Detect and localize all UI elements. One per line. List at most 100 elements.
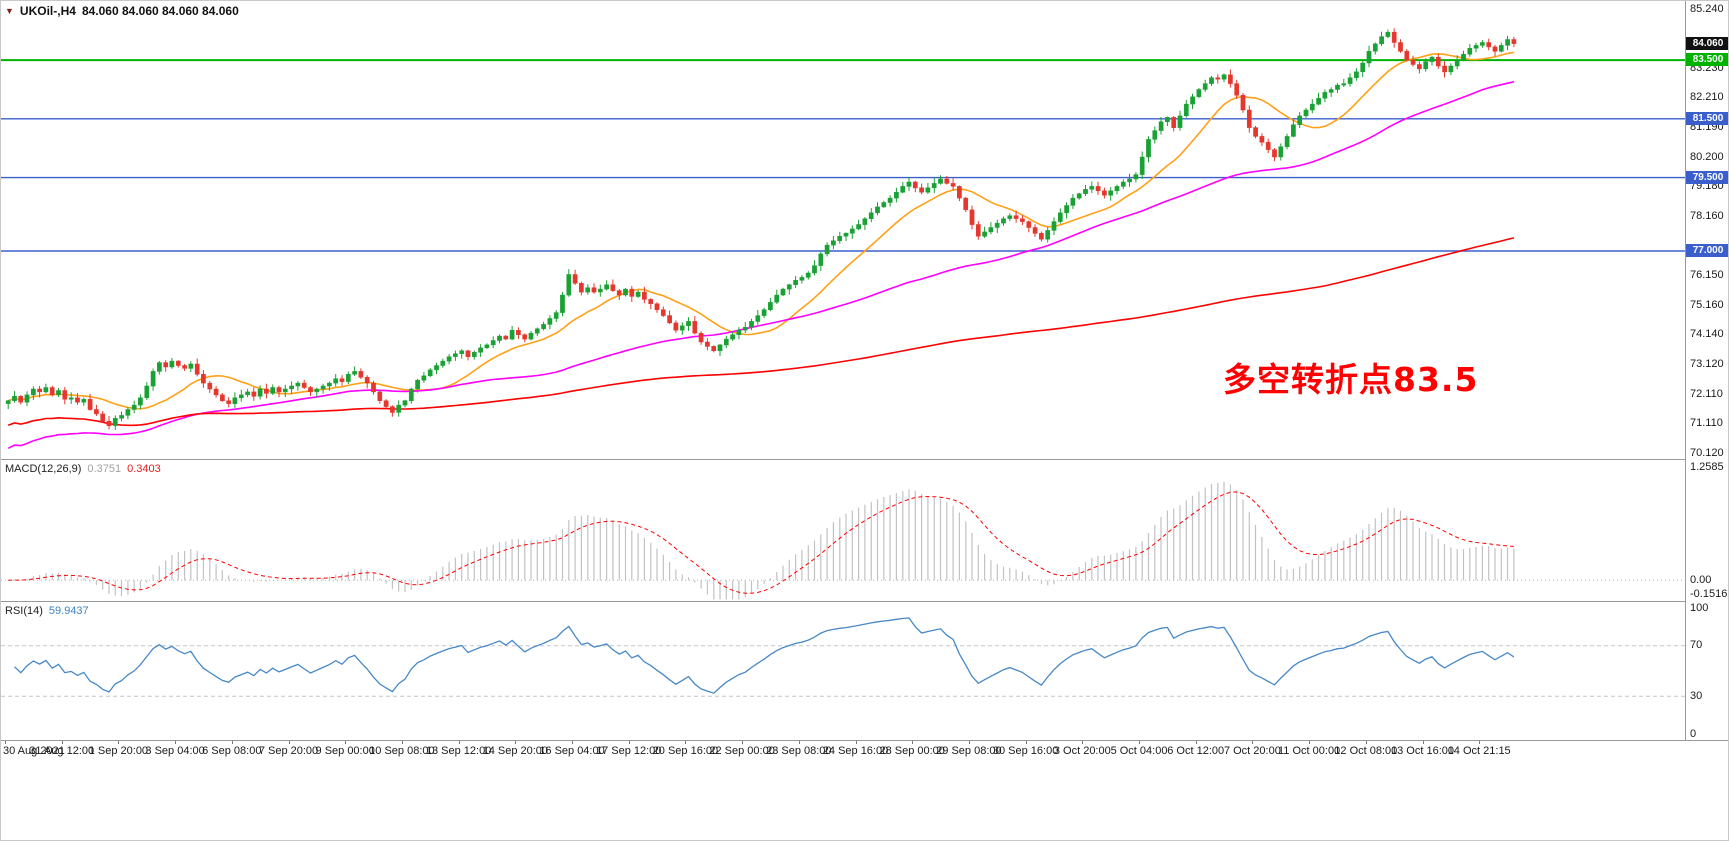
time-label: 10 Sep 08:00	[369, 745, 435, 757]
time-label: 12 Oct 08:00	[1334, 745, 1398, 757]
ma-55-line	[7, 81, 1515, 450]
macd-signal-value: 0.3403	[127, 463, 161, 475]
time-tick	[1422, 741, 1424, 744]
price-axis-tick: 78.160	[1690, 210, 1724, 223]
price-axis-tick: 75.160	[1690, 298, 1724, 311]
price-axis-tick: 74.140	[1690, 328, 1724, 341]
time-label: 17 Sep 12:00	[595, 745, 662, 757]
macd-histogram	[13, 481, 1515, 600]
time-tick	[742, 741, 744, 744]
time-label: 7 Sep 20:00	[258, 745, 319, 757]
time-label: 14 Sep 20:00	[482, 745, 549, 757]
time-label: 31 Aug 12:00	[29, 745, 95, 757]
time-label: 22 Sep 00:00	[709, 745, 775, 757]
time-tick	[628, 741, 630, 744]
time-tick	[572, 741, 573, 744]
price-axis-tick: 72.110	[1690, 388, 1723, 401]
time-tick	[175, 741, 177, 744]
price-axis-tick: 80.200	[1690, 150, 1724, 163]
time-tick	[1252, 741, 1254, 744]
price-axis-tick: 76.150	[1690, 269, 1724, 282]
chart-annotation-text[interactable]: 多空转折点83.5	[1223, 360, 1479, 399]
rsi-axis-tick: 30	[1690, 689, 1703, 702]
rsi-name: RSI(14)	[5, 605, 43, 617]
time-tick	[515, 741, 517, 744]
time-label: 5 Oct 04:00	[1110, 745, 1168, 757]
level-price-badge: 79.500	[1686, 170, 1728, 184]
chart-ohlc-values: 84.060 84.060 84.060 84.060	[81, 4, 239, 18]
time-tick	[61, 741, 63, 744]
price-chart-canvas[interactable]	[1, 1, 1685, 459]
price-axis[interactable]: 85.240 83.230 82.210 81.190 80.200 79.180 78.1…	[1685, 1, 1728, 740]
time-tick	[458, 741, 460, 744]
level-price-badge: 83.500	[1686, 53, 1728, 67]
time-label: 1 Sep 20:00	[88, 745, 149, 757]
time-tick	[1025, 741, 1027, 744]
price-axis-tick: 82.210	[1690, 91, 1724, 104]
time-tick	[1139, 741, 1140, 744]
time-tick	[231, 741, 233, 744]
time-tick	[1309, 741, 1311, 744]
time-tick	[855, 741, 857, 744]
macd-indicator-label: MACD(12,26,9) 0.3751 0.3403	[5, 463, 161, 475]
time-label: 14 Oct 21:15	[1447, 745, 1511, 757]
rsi-indicator-label: RSI(14) 59.9437	[5, 605, 89, 617]
time-tick	[288, 741, 290, 744]
time-label: 6 Oct 12:00	[1167, 745, 1225, 757]
time-label: 29 Sep 08:00	[936, 745, 1002, 757]
time-label: 13 Oct 16:00	[1391, 745, 1454, 757]
time-label: 16 Sep 04:00	[539, 745, 605, 757]
chart-title-bar: ▼ UKOil-,H4 84.060 84.060 84.060 84.060	[5, 3, 239, 19]
time-label: 11 Oct 00:00	[1278, 745, 1341, 757]
time-label: 13 Sep 12:00	[425, 745, 492, 757]
rsi-axis-tick: 100	[1690, 601, 1709, 614]
macd-pane-canvas[interactable]	[1, 460, 1685, 601]
rsi-value: 59.9437	[48, 605, 89, 617]
time-tick	[1195, 741, 1197, 744]
time-tick	[968, 741, 970, 744]
time-label: 20 Sep 16:00	[652, 745, 719, 757]
macd-name: MACD(12,26,9)	[5, 463, 82, 475]
level-price-badge: 81.500	[1686, 111, 1728, 125]
macd-axis-tick: 0.00	[1690, 573, 1712, 586]
time-label: 23 Sep 08:00	[766, 745, 832, 757]
time-axis[interactable]: 30 Aug 2021 31 Aug 12:00 1 Sep 20:00 3 Sep …	[1, 740, 1728, 763]
price-axis-tick: 71.110	[1690, 417, 1723, 430]
time-tick	[912, 741, 914, 744]
current-price-badge: 84.060	[1686, 36, 1728, 50]
time-tick	[1479, 741, 1481, 744]
ma-13-line	[7, 51, 1515, 410]
time-label: 30 Sep 16:00	[992, 745, 1059, 757]
price-axis-tick: 73.120	[1690, 358, 1724, 371]
rsi-axis-tick: 70	[1690, 639, 1703, 652]
time-label: 3 Sep 04:00	[145, 745, 205, 757]
level-price-badge: 77.000	[1686, 243, 1728, 257]
rsi-axis-tick: 0	[1690, 727, 1697, 740]
time-tick	[118, 741, 120, 744]
time-tick	[1365, 741, 1367, 744]
price-axis-tick: 70.120	[1690, 446, 1724, 459]
time-tick	[401, 741, 403, 744]
macd-signal-line	[8, 491, 1514, 594]
rsi-line	[14, 617, 1515, 694]
price-axis-tick: 85.240	[1690, 2, 1724, 15]
symbol-dropdown-icon[interactable]: ▼	[5, 6, 14, 16]
time-label: 24 Sep 16:00	[822, 745, 889, 757]
time-label: 30 Aug 2021	[3, 745, 65, 757]
time-label: 28 Sep 00:00	[879, 745, 945, 757]
chart-symbol-timeframe: UKOil-,H4	[19, 4, 76, 18]
time-tick	[1082, 741, 1084, 744]
macd-axis-tick: -0.1516	[1690, 587, 1728, 600]
macd-main-value: 0.3751	[87, 463, 122, 475]
ma-210-line	[7, 237, 1515, 427]
pane-separator[interactable]	[1, 601, 1728, 602]
time-tick	[345, 741, 347, 744]
rsi-pane-canvas[interactable]	[1, 602, 1685, 740]
pane-separator[interactable]	[1, 459, 1728, 460]
horizontal-lines-layer[interactable]	[1, 59, 1685, 252]
time-label: 3 Oct 20:00	[1053, 745, 1111, 757]
time-tick	[5, 741, 6, 744]
time-label: 6 Sep 08:00	[202, 745, 262, 757]
macd-axis-tick: 1.2585	[1690, 460, 1724, 473]
